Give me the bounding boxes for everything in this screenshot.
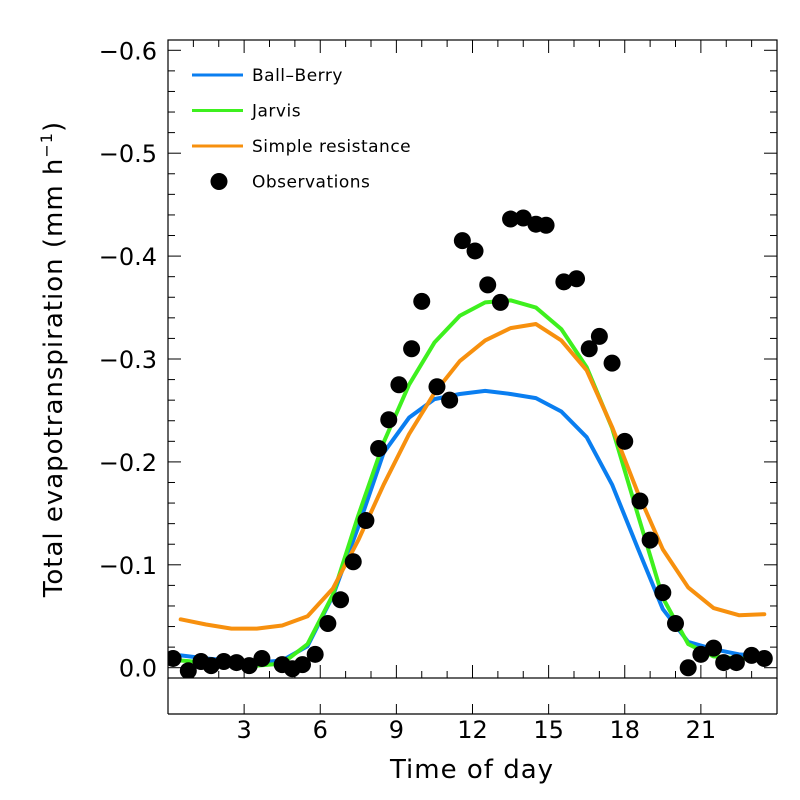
observation-point [692, 645, 710, 663]
x-tick-label: 15 [533, 716, 564, 744]
observation-point [179, 662, 197, 678]
legend-label: Ball–Berry [252, 66, 343, 86]
observation-point [537, 216, 555, 234]
y-tick-label: 0.0 [119, 655, 157, 683]
observation-point [641, 531, 659, 549]
observation-point [514, 209, 532, 227]
observation-point [441, 391, 459, 409]
observation-point [603, 354, 621, 372]
series-line-jarvis [178, 298, 767, 668]
series-line-simple-resistance [178, 322, 767, 631]
legend: Ball–Berry Jarvis Simple resistance Observa… [192, 66, 411, 193]
observation-point [654, 584, 672, 602]
observation-point [502, 210, 520, 228]
observation-point [403, 340, 421, 358]
y-tick-label: −0.1 [99, 552, 157, 580]
x-tick-label: 3 [236, 716, 251, 744]
legend-label: Jarvis [251, 102, 301, 122]
observation-point [293, 656, 311, 674]
observation-point [357, 512, 375, 530]
observation-point [215, 653, 233, 671]
observation-point [168, 649, 182, 667]
y-axis-title-superscript: −1 [37, 132, 56, 158]
observation-point [306, 645, 324, 663]
observation-point [466, 242, 484, 260]
observation-point [453, 232, 471, 250]
observation-point [705, 639, 723, 657]
observation-point [370, 440, 388, 458]
x-axis-ticks: 3 6 9 12 15 18 21 [167, 40, 778, 744]
observation-point [332, 591, 350, 609]
legend-label: Simple resistance [252, 137, 411, 157]
x-tick-label: 18 [609, 716, 640, 744]
legend-label: Observations [252, 173, 370, 193]
observation-point [479, 276, 497, 294]
observation-point [555, 273, 573, 291]
y-tick-label: −0.6 [99, 37, 157, 65]
observation-point [667, 614, 684, 632]
y-axis-title-main: Total evapotranspiration (mm h [39, 158, 69, 599]
observation-point [727, 654, 745, 672]
y-tick-label: −0.2 [99, 449, 157, 477]
observation-point [413, 292, 431, 310]
observation-point [491, 293, 509, 311]
observation-point [390, 376, 408, 394]
data-layer [168, 209, 773, 678]
y-tick-label: −0.5 [99, 140, 157, 168]
observation-point [631, 492, 649, 510]
x-tick-label: 6 [313, 716, 328, 744]
y-axis-ticks: 0.0 −0.1 −0.2 −0.3 −0.4 −0.5 −0.6 [99, 37, 777, 683]
x-tick-label: 21 [686, 716, 717, 744]
observation-point [580, 340, 598, 358]
observation-point [428, 378, 446, 396]
legend-swatch [210, 173, 228, 190]
y-tick-label: −0.4 [99, 243, 157, 271]
observation-point [679, 659, 697, 677]
x-axis-title: Time of day [389, 755, 554, 785]
observation-point [344, 553, 362, 571]
observation-point [590, 327, 608, 345]
observation-point [715, 654, 733, 672]
x-tick-label: 12 [457, 716, 488, 744]
observation-point [755, 649, 773, 667]
y-axis-title-close: ) [39, 121, 69, 132]
observation-point [568, 270, 586, 288]
observation-point [319, 614, 337, 632]
x-tick-label: 9 [389, 716, 404, 744]
observation-point [743, 646, 761, 664]
observation-point [253, 649, 271, 667]
observation-point [380, 411, 398, 429]
observation-point [616, 432, 634, 450]
y-axis-title: Total evapotranspiration (mm h−1) [37, 121, 69, 598]
observation-point [228, 654, 246, 672]
y-tick-label: −0.3 [99, 346, 157, 374]
observation-point [240, 657, 258, 675]
